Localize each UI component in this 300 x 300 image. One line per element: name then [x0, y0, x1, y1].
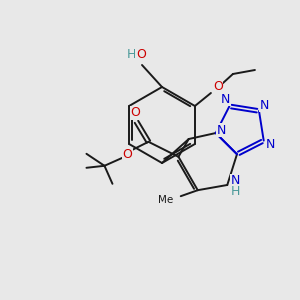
Text: O: O — [136, 49, 146, 62]
Text: H: H — [231, 185, 240, 199]
Text: N: N — [260, 99, 269, 112]
Text: N: N — [231, 175, 240, 188]
Text: N: N — [221, 93, 230, 106]
Text: H: H — [126, 49, 136, 62]
Text: N: N — [217, 124, 226, 136]
Text: Me: Me — [158, 195, 174, 205]
Text: O: O — [213, 80, 223, 94]
Text: O: O — [122, 148, 132, 161]
Text: N: N — [266, 138, 275, 151]
Text: O: O — [130, 106, 140, 119]
